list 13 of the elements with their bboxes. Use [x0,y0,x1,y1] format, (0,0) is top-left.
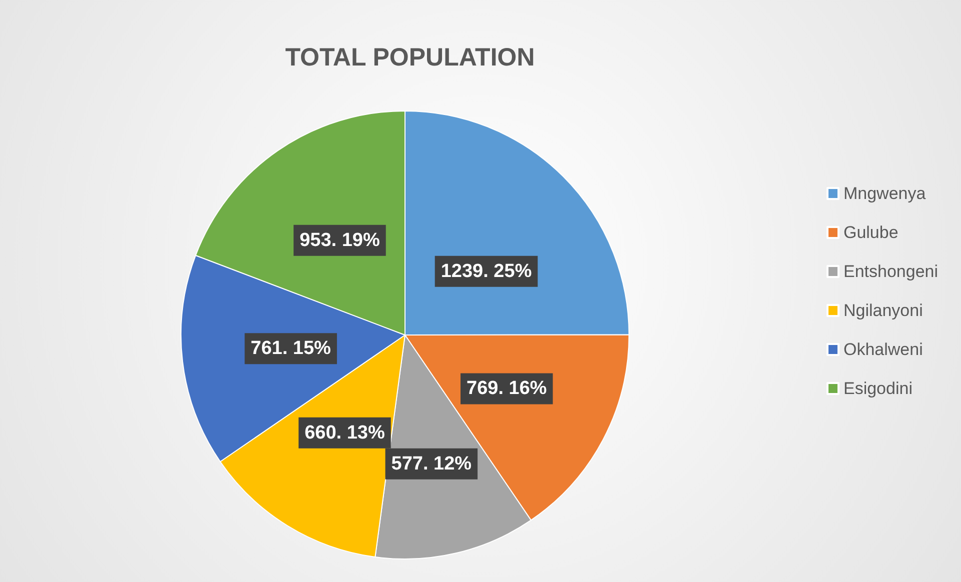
data-label: 769. 16% [466,378,547,400]
legend-label: Okhalweni [843,340,923,359]
data-label: 761. 15% [250,338,332,360]
data-label: 577. 12% [391,453,472,474]
legend-label: Entshongeni [843,262,938,281]
chart-title: TOTAL POPULATION [285,44,535,72]
legend-label: Esigodini [843,379,912,398]
legend-label: Ngilanyoni [843,301,923,320]
data-label: 953. 19% [300,230,380,251]
legend-label: Gulube [843,223,898,242]
data-label: 660. 13% [304,422,385,444]
legend-label: Mngwenya [843,184,926,203]
data-label: 1239. 25% [440,260,532,282]
